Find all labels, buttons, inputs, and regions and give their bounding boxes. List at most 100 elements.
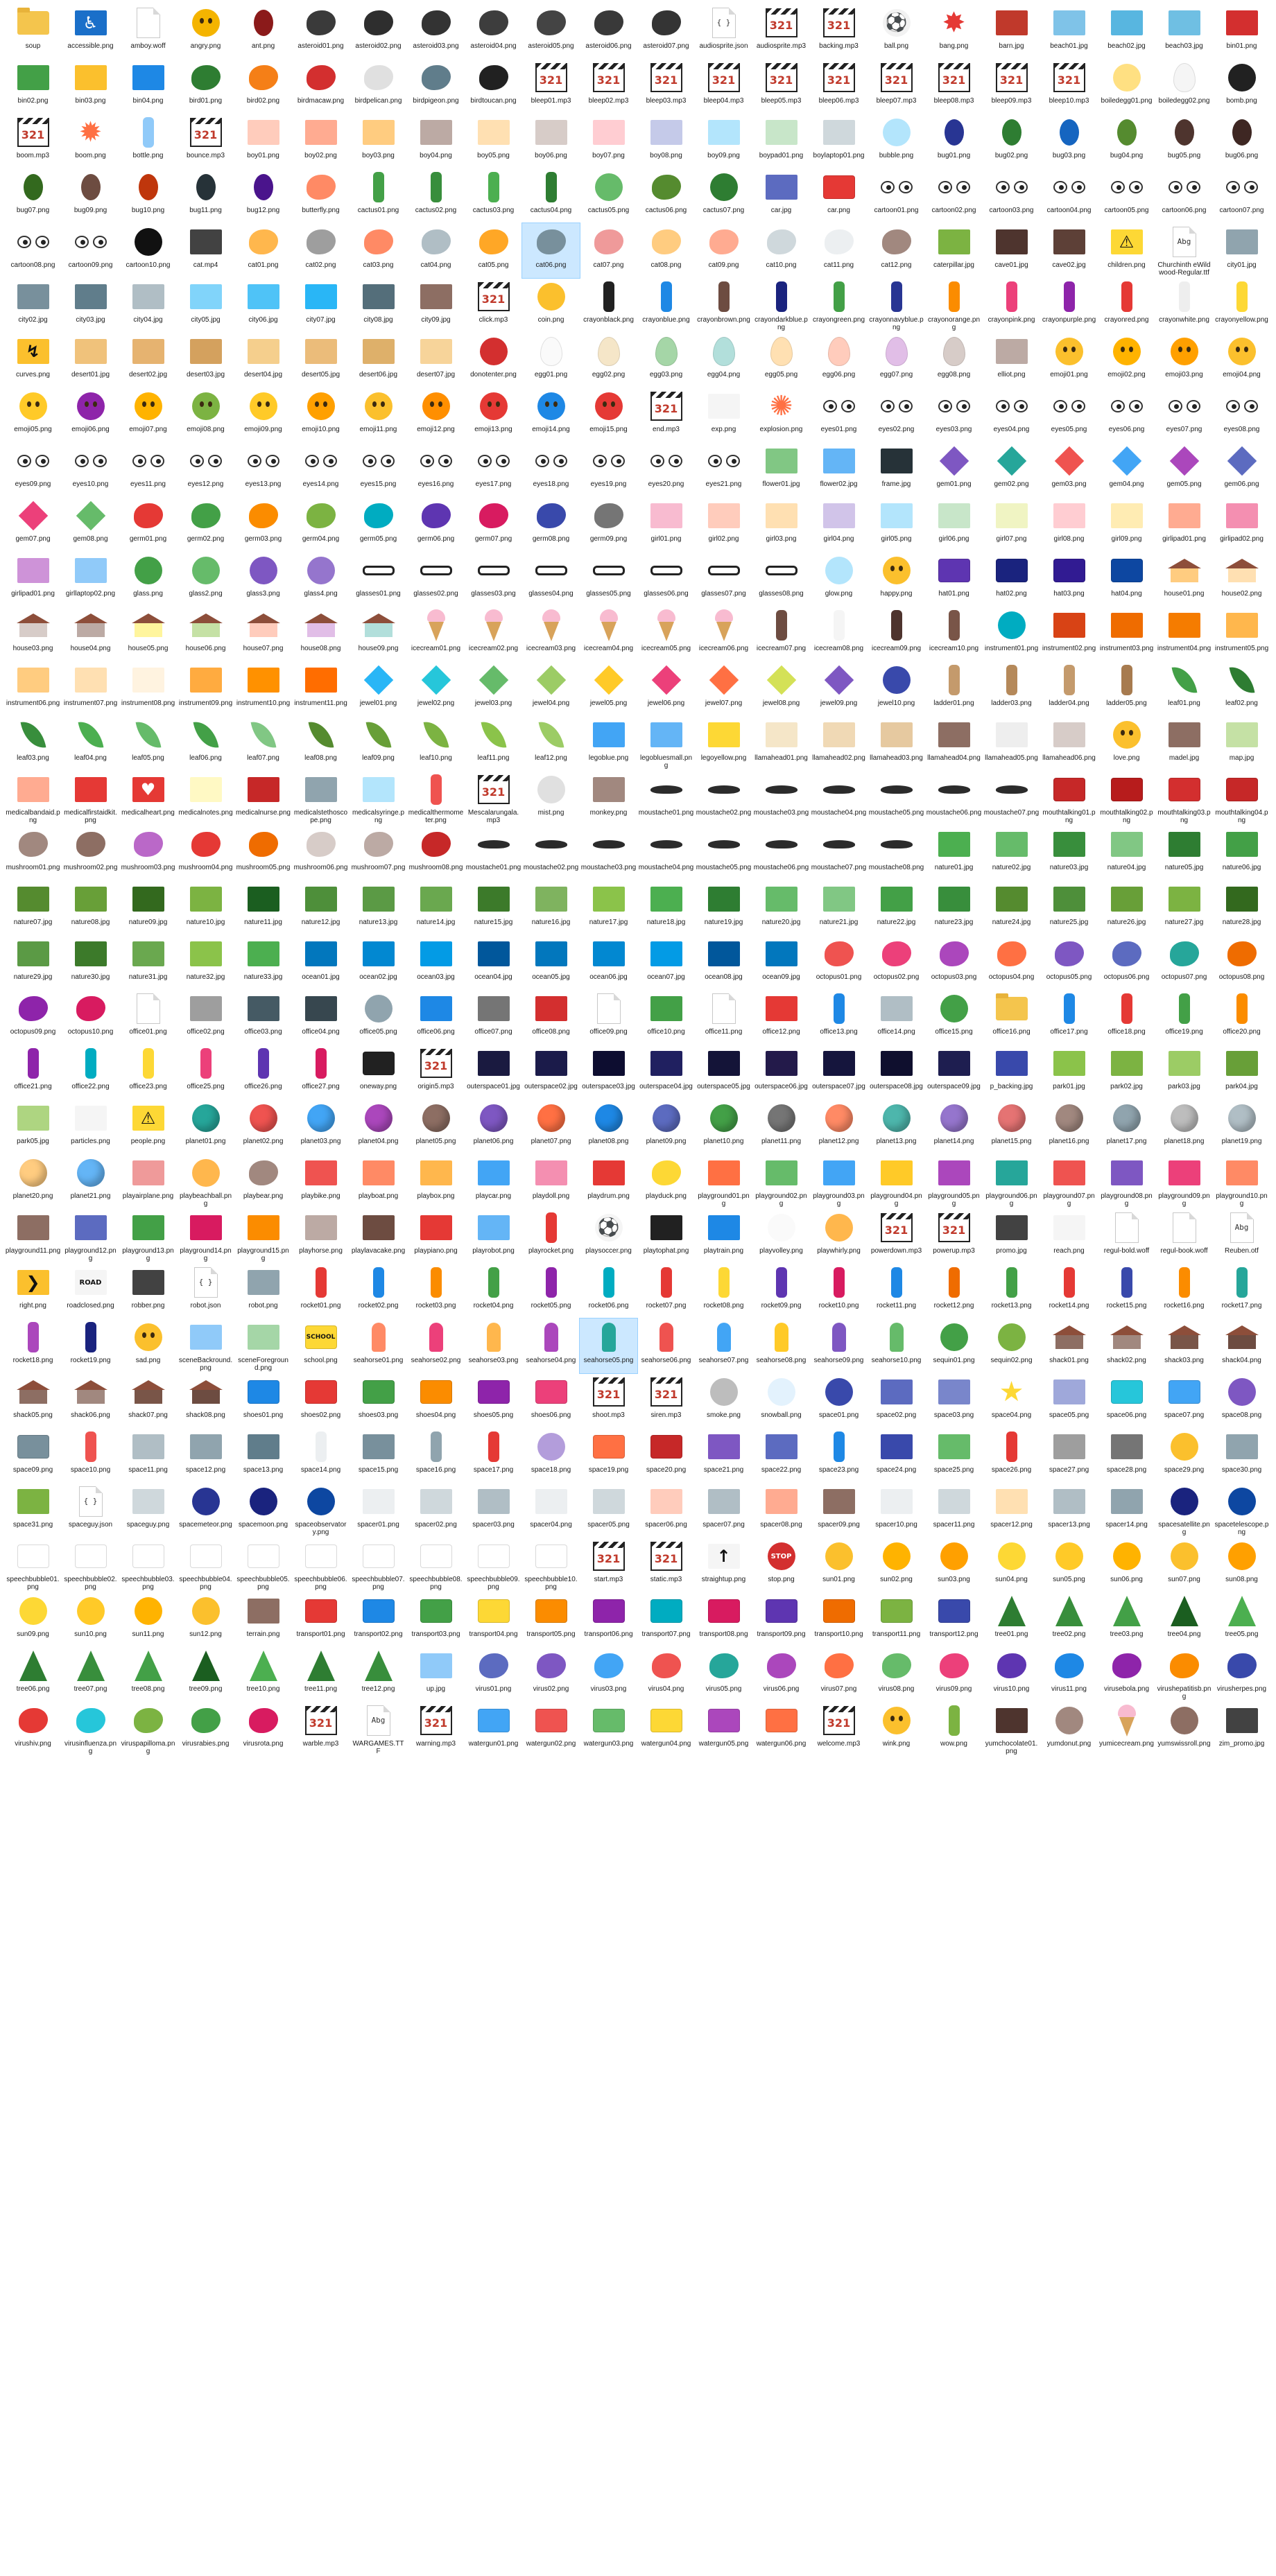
file-item[interactable]: playbeachball.png xyxy=(177,1154,234,1209)
file-item[interactable]: tree02.png xyxy=(1040,1592,1098,1647)
file-item[interactable]: playtophat.png xyxy=(637,1209,695,1264)
file-item[interactable]: ladder05.png xyxy=(1098,661,1155,716)
file-item[interactable]: sun10.png xyxy=(62,1592,119,1647)
file-item[interactable]: instrument04.png xyxy=(1155,607,1213,661)
file-item[interactable]: 321 end.mp3 xyxy=(637,388,695,442)
file-item[interactable]: SCHOOL school.png xyxy=(292,1319,350,1373)
file-item[interactable]: 321 bleep01.mp3 xyxy=(522,59,580,114)
file-item[interactable]: 321 bleep04.mp3 xyxy=(695,59,752,114)
file-item[interactable]: birdpelican.png xyxy=(350,59,407,114)
file-item[interactable]: bug01.png xyxy=(925,114,983,168)
file-item[interactable]: nature09.jpg xyxy=(119,880,177,935)
file-item[interactable]: jewel04.png xyxy=(522,661,580,716)
file-item[interactable]: emoji01.png xyxy=(1040,333,1098,388)
file-item[interactable]: boy09.png xyxy=(695,114,752,168)
file-item[interactable]: llamahead03.png xyxy=(868,716,925,771)
file-item[interactable]: shoes01.png xyxy=(234,1373,292,1428)
file-item[interactable]: instrument05.png xyxy=(1213,607,1270,661)
file-item[interactable]: caterpillar.jpg xyxy=(925,223,983,278)
file-item[interactable]: playground14.png xyxy=(177,1209,234,1264)
file-item[interactable]: wink.png xyxy=(868,1702,925,1757)
file-item[interactable]: crayonwhite.png xyxy=(1155,278,1213,333)
file-item[interactable]: office17.png xyxy=(1040,990,1098,1045)
file-item[interactable]: crayonpink.png xyxy=(983,278,1040,333)
file-item[interactable]: playground07.png xyxy=(1040,1154,1098,1209)
file-item[interactable]: emoji11.png xyxy=(350,388,407,442)
file-item[interactable]: nature28.jpg xyxy=(1213,880,1270,935)
file-item[interactable]: space15.png xyxy=(350,1428,407,1483)
file-item[interactable]: spacetelescope.png xyxy=(1213,1483,1270,1538)
file-item[interactable]: egg05.png xyxy=(752,333,810,388)
file-item[interactable]: leaf11.png xyxy=(465,716,522,771)
file-item[interactable]: rocket09.png xyxy=(752,1264,810,1319)
file-item[interactable]: spacer11.png xyxy=(925,1483,983,1538)
file-item[interactable]: 321 start.mp3 xyxy=(580,1538,637,1592)
file-item[interactable]: sun05.png xyxy=(1040,1538,1098,1592)
file-item[interactable]: eyes12.png xyxy=(177,442,234,497)
file-item[interactable]: house03.png xyxy=(4,607,62,661)
file-item[interactable]: moustache01.png xyxy=(465,826,522,880)
file-item[interactable]: virus03.png xyxy=(580,1647,637,1702)
file-item[interactable]: 321 warble.mp3 xyxy=(292,1702,350,1757)
file-item[interactable]: tree03.png xyxy=(1098,1592,1155,1647)
file-item[interactable]: nature05.jpg xyxy=(1155,826,1213,880)
file-item[interactable]: glasses01.png xyxy=(350,552,407,607)
file-item[interactable]: birdtoucan.png xyxy=(465,59,522,114)
file-item[interactable]: office11.png xyxy=(695,990,752,1045)
file-item[interactable]: bin01.png xyxy=(1213,4,1270,59)
file-item[interactable]: playtrain.png xyxy=(695,1209,752,1264)
file-item[interactable]: moustache05.png xyxy=(868,771,925,826)
file-item[interactable]: planet04.png xyxy=(350,1099,407,1154)
file-item[interactable]: shoes06.png xyxy=(522,1373,580,1428)
file-item[interactable]: medicalbandaid.png xyxy=(4,771,62,826)
file-item[interactable]: glasses07.png xyxy=(695,552,752,607)
file-item[interactable]: nature03.jpg xyxy=(1040,826,1098,880)
file-item[interactable]: Abg Reuben.otf xyxy=(1213,1209,1270,1264)
file-item[interactable]: ⚽ playsoccer.png xyxy=(580,1209,637,1264)
file-item[interactable]: icecream08.png xyxy=(810,607,868,661)
file-item[interactable]: sequin01.png xyxy=(925,1319,983,1373)
file-item[interactable]: icecream05.png xyxy=(637,607,695,661)
file-item[interactable]: playrobot.png xyxy=(465,1209,522,1264)
file-item[interactable]: office21.png xyxy=(4,1045,62,1099)
file-item[interactable]: ⚠ children.png xyxy=(1098,223,1155,278)
file-item[interactable]: cartoon04.png xyxy=(1040,168,1098,223)
file-item[interactable]: virushiv.png xyxy=(4,1702,62,1757)
file-item[interactable]: nature14.jpg xyxy=(407,880,465,935)
file-item[interactable]: medicalnurse.png xyxy=(234,771,292,826)
file-item[interactable]: girl05.png xyxy=(868,497,925,552)
file-item[interactable]: sequin02.png xyxy=(983,1319,1040,1373)
file-item[interactable]: planet17.png xyxy=(1098,1099,1155,1154)
file-item[interactable]: sun06.png xyxy=(1098,1538,1155,1592)
file-item[interactable]: nature07.jpg xyxy=(4,880,62,935)
file-item[interactable]: city07.jpg xyxy=(292,278,350,333)
file-item[interactable]: moustache02.png xyxy=(522,826,580,880)
file-item[interactable]: park03.jpg xyxy=(1155,1045,1213,1099)
file-item[interactable]: nature33.jpg xyxy=(234,935,292,990)
file-item[interactable]: space22.png xyxy=(752,1428,810,1483)
file-item[interactable]: office18.png xyxy=(1098,990,1155,1045)
file-item[interactable]: office15.png xyxy=(925,990,983,1045)
file-item[interactable]: regul-bold.woff xyxy=(1098,1209,1155,1264)
file-item[interactable]: bin02.png xyxy=(4,59,62,114)
file-item[interactable]: germ02.png xyxy=(177,497,234,552)
file-item[interactable]: monkey.png xyxy=(580,771,637,826)
file-item[interactable]: egg04.png xyxy=(695,333,752,388)
file-item[interactable]: virusrabies.png xyxy=(177,1702,234,1757)
file-item[interactable]: leaf03.png xyxy=(4,716,62,771)
file-item[interactable]: egg06.png xyxy=(810,333,868,388)
file-item[interactable]: shoes05.png xyxy=(465,1373,522,1428)
file-item[interactable]: eyes13.png xyxy=(234,442,292,497)
file-item[interactable]: spacer03.png xyxy=(465,1483,522,1538)
file-item[interactable]: playbear.png xyxy=(234,1154,292,1209)
file-item[interactable]: girl06.png xyxy=(925,497,983,552)
file-item[interactable]: transport11.png xyxy=(868,1592,925,1647)
file-item[interactable]: jewel07.png xyxy=(695,661,752,716)
file-item[interactable]: space28.png xyxy=(1098,1428,1155,1483)
file-item[interactable]: planet07.png xyxy=(522,1099,580,1154)
file-item[interactable]: city09.jpg xyxy=(407,278,465,333)
file-item[interactable]: outerspace07.jpg xyxy=(810,1045,868,1099)
file-item[interactable]: glass.png xyxy=(119,552,177,607)
file-item[interactable]: speechbubble02.png xyxy=(62,1538,119,1592)
file-item[interactable]: butterfly.png xyxy=(292,168,350,223)
